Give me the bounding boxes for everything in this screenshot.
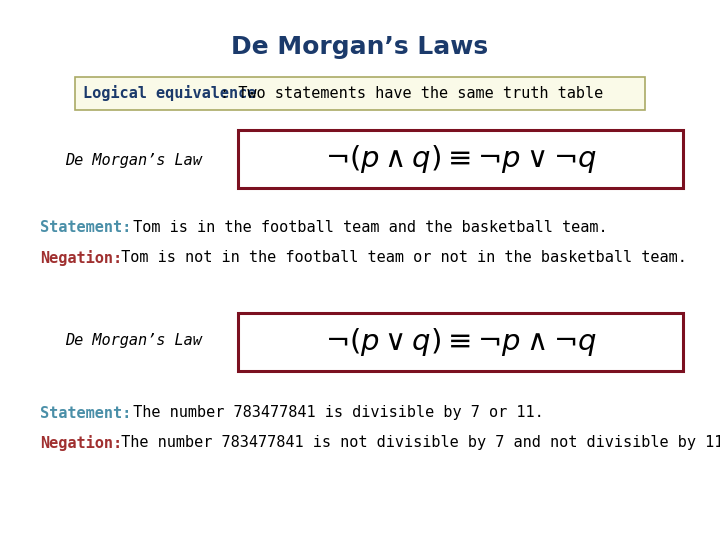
FancyBboxPatch shape	[75, 77, 645, 110]
Text: Logical equivalence: Logical equivalence	[83, 85, 256, 101]
Text: Tom is in the football team and the basketball team.: Tom is in the football team and the bask…	[124, 220, 608, 235]
Text: De Morgan’s Law: De Morgan’s Law	[65, 152, 202, 167]
Text: : Two statements have the same truth table: : Two statements have the same truth tab…	[220, 85, 603, 100]
Text: Negation:: Negation:	[40, 250, 122, 266]
Text: $\neg(p \vee q) \equiv \neg p \wedge \neg q$: $\neg(p \vee q) \equiv \neg p \wedge \ne…	[325, 326, 596, 358]
Text: De Morgan’s Laws: De Morgan’s Laws	[231, 35, 489, 59]
Text: Statement:: Statement:	[40, 406, 131, 421]
Text: The number 783477841 is not divisible by 7 and not divisible by 11.: The number 783477841 is not divisible by…	[112, 435, 720, 450]
Text: Tom is not in the football team or not in the basketball team.: Tom is not in the football team or not i…	[112, 251, 687, 266]
Text: De Morgan’s Law: De Morgan’s Law	[65, 333, 202, 348]
Text: Statement:: Statement:	[40, 220, 131, 235]
FancyBboxPatch shape	[238, 313, 683, 371]
Text: Negation:: Negation:	[40, 435, 122, 451]
FancyBboxPatch shape	[238, 130, 683, 188]
Text: $\neg(p \wedge q) \equiv \neg p \vee \neg q$: $\neg(p \wedge q) \equiv \neg p \vee \ne…	[325, 143, 596, 175]
Text: The number 783477841 is divisible by 7 or 11.: The number 783477841 is divisible by 7 o…	[124, 406, 544, 421]
